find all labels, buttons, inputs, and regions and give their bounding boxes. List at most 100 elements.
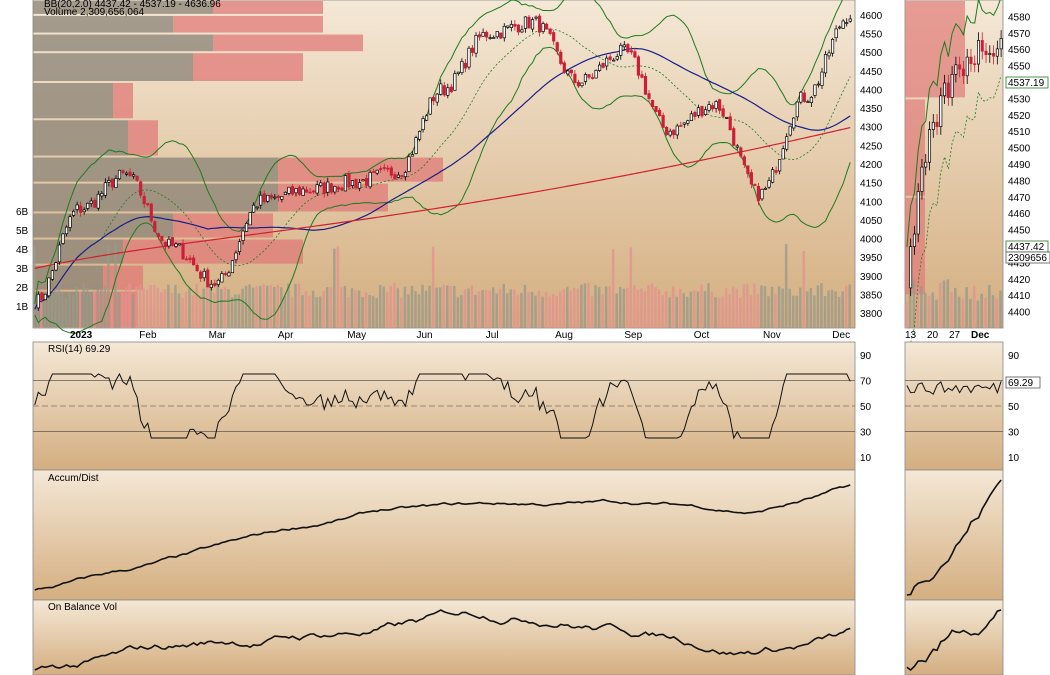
volume-bar <box>629 247 633 328</box>
zoom-price-tick-label: 4430 <box>1008 258 1031 269</box>
candle-body <box>785 136 789 150</box>
volume-bar <box>633 285 636 328</box>
zoom-candle-body <box>920 166 924 192</box>
candle-body <box>735 145 739 148</box>
zoom-bands <box>906 0 1002 387</box>
candle-body <box>301 188 305 196</box>
volume-bar <box>813 295 816 328</box>
volume-bar <box>537 290 541 328</box>
volume-axis: 1B 2B 3B 4B 5B 6B <box>16 207 29 313</box>
zoom-price-tick-label: 4520 <box>1008 111 1031 122</box>
volume-bar <box>400 297 403 328</box>
candle-body <box>795 101 799 118</box>
volume-bar <box>580 284 583 328</box>
zoom-vbp-bar <box>905 99 925 196</box>
candle-body <box>534 16 538 19</box>
volume-bar <box>509 289 513 328</box>
candle-body <box>117 169 122 180</box>
volume-bar <box>558 291 562 328</box>
volume-bar <box>576 288 580 328</box>
volume-bar <box>378 284 382 328</box>
candle-body <box>234 252 238 261</box>
zoom-candle-body <box>912 233 916 247</box>
candle-body <box>361 179 365 182</box>
rsi-tick-label: 30 <box>860 428 872 439</box>
zoom-rsi-line <box>906 381 1002 395</box>
bb-upper <box>34 0 843 304</box>
volume-bar <box>679 288 682 328</box>
candle-body <box>340 187 344 191</box>
volume-bar <box>220 289 223 328</box>
candle-body <box>188 257 192 260</box>
volume-bar <box>311 290 315 328</box>
zoom-candle-body <box>935 121 939 127</box>
zoom-date-label: Dec <box>971 330 990 341</box>
volume-bar <box>470 285 474 328</box>
volume-bar <box>357 290 361 328</box>
candle-body <box>403 172 408 178</box>
zoom-volume-bar <box>957 296 961 328</box>
volume-tick-label: 6B <box>16 207 29 218</box>
price-tick-label: 4550 <box>860 30 883 41</box>
volume-bar <box>223 287 227 328</box>
rsi-axis: 10 30 50 70 90 <box>860 351 872 464</box>
volume-tick-label: 4B <box>16 245 29 256</box>
zoom-rsi-tick-label: 90 <box>1008 351 1020 362</box>
candle-body <box>548 28 552 34</box>
zoom-rsi-tick-label: 30 <box>1008 428 1020 439</box>
candle-body <box>347 173 351 188</box>
zoom-volume-bar <box>976 300 980 328</box>
volume-bar <box>566 286 569 328</box>
candle-body <box>640 74 644 78</box>
candle-body <box>72 210 76 216</box>
candle-body <box>82 209 86 213</box>
sma200-line <box>34 126 851 269</box>
volume-bar <box>671 286 675 328</box>
volume-bar <box>516 294 520 328</box>
volume-bar <box>248 284 251 328</box>
volume-bar <box>417 294 421 328</box>
candle-body <box>181 243 185 260</box>
volume-bar <box>382 286 385 328</box>
candle-body <box>463 62 468 69</box>
price-tick-label: 3950 <box>860 253 883 264</box>
candle-body <box>700 106 704 117</box>
price-tick-label: 4050 <box>860 216 883 227</box>
candle-body <box>227 272 231 277</box>
candle-body <box>523 16 528 29</box>
candle-body <box>513 23 517 27</box>
candle-body <box>57 244 62 263</box>
volume-bar <box>290 296 294 328</box>
candle-body <box>629 50 633 53</box>
candle-body <box>315 184 319 194</box>
zoom-volume-bar <box>961 299 965 328</box>
candle-body <box>619 44 623 56</box>
volume-bar <box>460 295 463 328</box>
volume-bar <box>364 292 368 328</box>
volume-bar <box>396 288 400 328</box>
volume-bar <box>767 296 770 328</box>
candle-body <box>255 206 259 209</box>
candle-body <box>142 196 146 205</box>
candle-body <box>174 243 178 247</box>
zoom-rsi-tick-label: 50 <box>1008 402 1020 413</box>
volume-bar <box>604 286 608 328</box>
candle-body <box>216 279 220 285</box>
rsi-tick-label: 10 <box>860 453 872 464</box>
volume-bar <box>446 285 449 328</box>
candle-body <box>128 171 132 177</box>
candle-body <box>114 178 118 188</box>
candle-body <box>283 191 287 195</box>
zoom-price-tick-label: 4560 <box>1008 45 1031 56</box>
rsi-panel: 10 30 50 70 90 RSI(14) 69.29 <box>32 341 872 471</box>
candle-body <box>813 84 817 96</box>
volume-bar <box>244 285 248 328</box>
zoom-price-tick-label: 4470 <box>1008 193 1031 204</box>
candle-body <box>365 177 369 186</box>
volume-bar <box>195 283 198 328</box>
volume-bar <box>410 285 414 328</box>
candle-body <box>276 195 280 198</box>
volume-bar <box>265 285 269 328</box>
zoom-bb-upper <box>906 0 1001 247</box>
volume-bar <box>124 287 128 328</box>
